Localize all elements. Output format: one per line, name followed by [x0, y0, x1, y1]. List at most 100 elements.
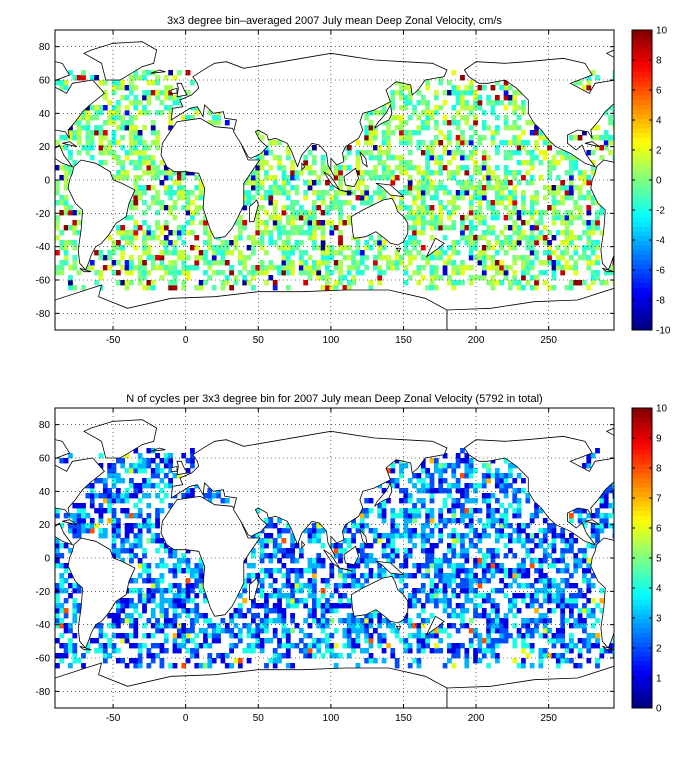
heatmap-cell — [290, 220, 295, 226]
heatmap-cell — [473, 593, 478, 599]
heatmap-cell — [81, 75, 86, 81]
heatmap-cell — [416, 250, 422, 256]
heatmap-cell — [190, 608, 195, 614]
heatmap-cell — [94, 478, 99, 484]
colorbar-segment — [632, 670, 652, 676]
coastline — [684, 118, 696, 238]
heatmap-cell — [429, 508, 435, 514]
heatmap-cell — [111, 623, 117, 629]
heatmap-cell — [198, 285, 204, 291]
heatmap-cell — [551, 558, 557, 564]
heatmap-cell — [486, 498, 491, 504]
heatmap-cell — [346, 603, 352, 609]
heatmap-cell — [264, 195, 269, 201]
heatmap-cell — [115, 230, 121, 236]
heatmap-cell — [399, 130, 404, 136]
heatmap-cell — [72, 135, 78, 141]
heatmap-cell — [303, 160, 309, 166]
heatmap-cell — [386, 150, 391, 156]
heatmap-cell — [516, 135, 522, 141]
heatmap-cell — [220, 498, 226, 504]
heatmap-cell — [203, 593, 208, 599]
heatmap-cell — [255, 220, 261, 226]
heatmap-cell — [290, 618, 295, 624]
heatmap-cell — [368, 573, 374, 579]
heatmap-cell — [163, 608, 169, 614]
heatmap-cell — [168, 250, 174, 256]
heatmap-cell — [107, 623, 113, 629]
heatmap-cell — [420, 538, 426, 544]
heatmap-cell — [460, 588, 465, 594]
heatmap-cell — [181, 453, 187, 459]
heatmap-cell — [190, 493, 195, 499]
heatmap-cell — [455, 195, 461, 201]
heatmap-cell — [351, 250, 356, 256]
heatmap-cell — [525, 150, 531, 156]
heatmap-cell — [290, 588, 295, 594]
heatmap-cell — [129, 548, 134, 554]
heatmap-cell — [129, 598, 134, 604]
heatmap-cell — [590, 270, 596, 276]
heatmap-cell — [155, 135, 160, 141]
colorbar-segment — [632, 665, 652, 671]
heatmap-cell — [242, 648, 248, 654]
heatmap-cell — [355, 548, 361, 554]
heatmap-cell — [468, 175, 474, 181]
heatmap-cell — [316, 553, 322, 559]
heatmap-cell — [211, 120, 217, 126]
heatmap-cell — [499, 503, 505, 509]
heatmap-cell — [368, 638, 374, 644]
heatmap-cell — [333, 280, 339, 286]
heatmap-cell — [168, 110, 174, 116]
heatmap-cell — [542, 553, 548, 559]
heatmap-cell — [255, 190, 261, 196]
heatmap-cell — [285, 528, 291, 534]
heatmap-cell — [381, 568, 387, 574]
heatmap-cell — [460, 618, 465, 624]
heatmap-cell — [407, 85, 413, 91]
heatmap-cell — [542, 618, 548, 624]
heatmap-cell — [251, 170, 256, 176]
heatmap-cell — [133, 658, 139, 664]
heatmap-cell — [433, 155, 439, 161]
heatmap-cell — [281, 573, 287, 579]
heatmap-cell — [338, 205, 343, 211]
heatmap-cell — [468, 618, 474, 624]
heatmap-cell — [329, 255, 335, 261]
heatmap-cell — [599, 280, 605, 286]
heatmap-cell — [420, 588, 426, 594]
heatmap-cell — [181, 250, 187, 256]
heatmap-cell — [512, 478, 518, 484]
heatmap-cell — [185, 638, 191, 644]
heatmap-cell — [603, 518, 609, 524]
heatmap-cell — [403, 165, 409, 171]
heatmap-cell — [442, 593, 448, 599]
heatmap-cell — [237, 220, 243, 226]
heatmap-cell — [181, 643, 187, 649]
heatmap-cell — [190, 628, 195, 634]
heatmap-cell — [264, 170, 269, 176]
heatmap-cell — [259, 538, 265, 544]
heatmap-cell — [386, 533, 391, 539]
heatmap-cell — [190, 618, 195, 624]
heatmap-cell — [468, 523, 474, 529]
heatmap-cell — [63, 225, 69, 231]
heatmap-cell — [159, 90, 165, 96]
heatmap-cell — [264, 618, 269, 624]
colorbar-segment — [632, 250, 652, 256]
heatmap-cell — [608, 488, 613, 494]
heatmap-cell — [155, 235, 160, 241]
heatmap-cell — [508, 573, 513, 579]
heatmap-cell — [55, 538, 60, 544]
heatmap-cell — [63, 598, 69, 604]
heatmap-cell — [233, 608, 239, 614]
heatmap-cell — [608, 483, 613, 489]
heatmap-cell — [486, 125, 491, 131]
heatmap-cell — [359, 270, 365, 276]
heatmap-cell — [416, 140, 422, 146]
heatmap-cell — [412, 195, 417, 201]
heatmap-cell — [285, 245, 291, 251]
heatmap-cell — [94, 105, 99, 111]
heatmap-cell — [595, 260, 600, 266]
